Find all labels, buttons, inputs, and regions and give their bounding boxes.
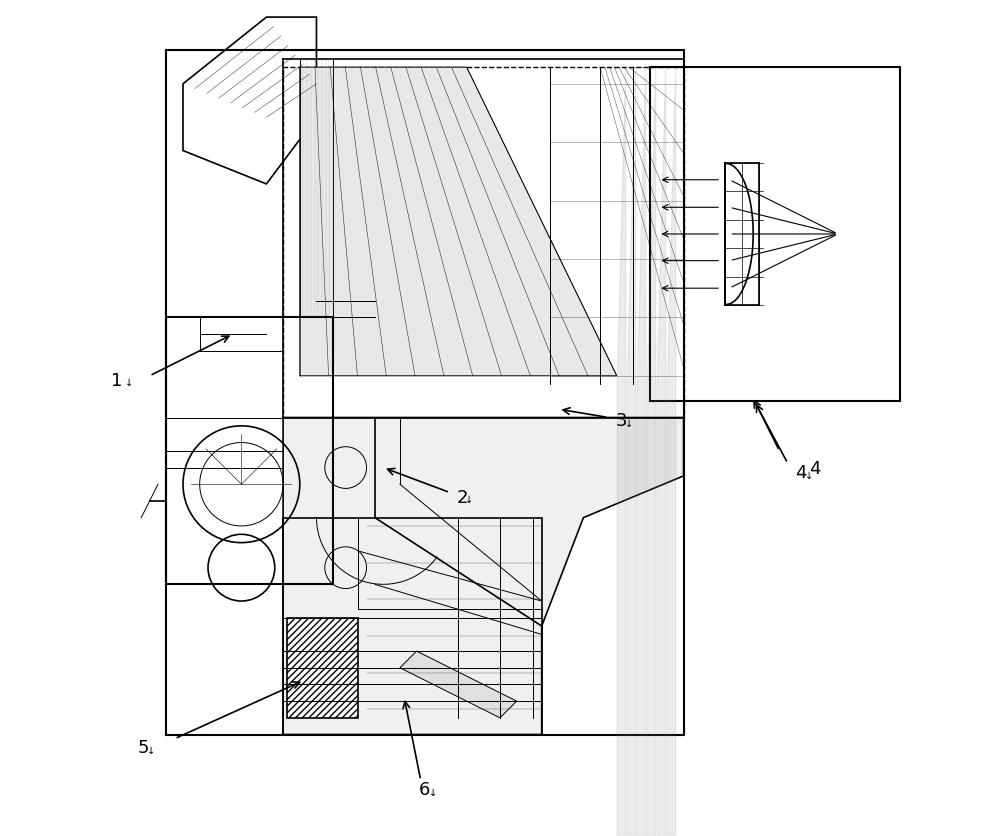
Text: 2: 2 (457, 488, 468, 506)
Polygon shape (400, 651, 517, 718)
Text: 6: 6 (419, 780, 431, 798)
Text: 4: 4 (795, 463, 806, 482)
Text: ↓: ↓ (429, 788, 437, 797)
Bar (166, 318, 333, 584)
Text: ↓: ↓ (805, 471, 813, 481)
Text: ↓: ↓ (465, 495, 473, 505)
Bar (650, 68, 900, 401)
Bar (283, 68, 684, 418)
Polygon shape (283, 418, 684, 735)
Bar (166, 51, 684, 735)
Bar (287, 618, 358, 718)
Text: 4: 4 (809, 459, 820, 477)
Bar (283, 518, 542, 735)
Text: ↓: ↓ (147, 746, 155, 756)
Text: ↓: ↓ (625, 419, 633, 429)
Text: ↓: ↓ (125, 377, 133, 387)
Text: 5: 5 (137, 738, 149, 756)
Text: 3: 3 (615, 411, 627, 430)
Text: 1: 1 (111, 371, 122, 390)
Polygon shape (300, 68, 617, 376)
